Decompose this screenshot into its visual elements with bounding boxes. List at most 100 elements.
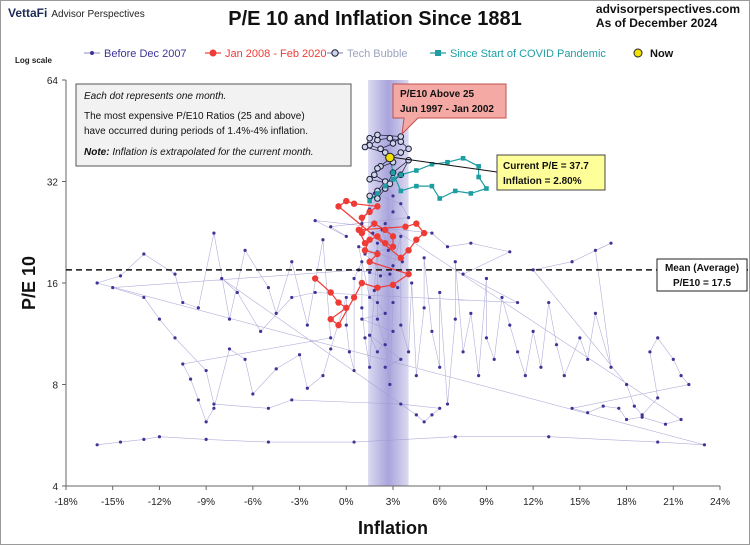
point-before-2007 [352,368,356,373]
point-before-2007 [515,300,520,305]
point-before-2007 [95,443,99,447]
point-covid [390,170,396,175]
point-before-2007 [173,272,177,276]
point-covid [398,188,404,194]
point-2008-2020 [327,315,334,323]
point-before-2007 [243,248,247,252]
chart-title: P/E 10 and Inflation Since 1881 [228,8,522,30]
point-2008-2020 [350,294,358,301]
as-of-date: As of December 2024 [595,16,718,30]
x-tick-label: 6% [432,497,447,508]
point-before-2007 [399,357,403,361]
point-before-2007 [422,420,426,424]
point-2008-2020 [366,258,373,265]
point-before-2007 [290,398,294,402]
x-axis-title: Inflation [358,518,428,538]
point-2008-2020 [366,236,373,243]
point-before-2007 [290,260,294,264]
point-2008-2020 [371,220,378,227]
point-before-2007 [547,435,551,439]
point-before-2007 [259,329,263,333]
point-2008-2020 [389,233,397,240]
point-before-2007 [570,406,574,410]
point-before-2007 [188,377,193,381]
point-before-2007 [363,336,367,340]
point-2008-2020 [389,281,397,289]
point-before-2007 [305,323,309,327]
current-leader-line [393,157,498,173]
point-before-2007 [391,194,395,198]
point-before-2007 [360,306,364,310]
point-before-2007 [360,222,364,226]
y-tick-label: 64 [47,76,59,87]
point-before-2007 [344,234,348,238]
point-covid [460,155,466,161]
point-before-2007 [196,306,200,310]
point-covid [429,161,435,167]
point-before-2007 [430,231,434,235]
point-before-2007 [290,295,294,300]
x-tick-label: -15% [101,497,124,508]
point-before-2007 [624,417,629,422]
site-info: advisorperspectives.com As of December 20… [596,2,740,30]
point-before-2007 [632,404,636,408]
point-before-2007 [274,311,278,316]
point-tech-bubble [381,149,389,156]
point-2008-2020 [413,220,420,227]
series-points-layer [95,131,707,447]
note-line-4: Note: Inflation is extrapolated for the … [84,147,314,158]
point-before-2007 [368,295,372,300]
point-2008-2020 [335,321,342,329]
brand-logo: VettaFi Advisor Perspectives [8,6,145,20]
point-before-2007 [386,248,390,252]
point-before-2007 [157,435,162,439]
point-before-2007 [212,402,216,406]
log-scale-label: Log scale [15,56,52,65]
point-before-2007 [313,290,317,295]
point-before-2007 [640,415,644,419]
x-tick-label: 21% [663,497,683,508]
point-before-2007 [329,225,333,229]
point-2008-2020 [358,279,366,287]
point-before-2007 [430,329,434,333]
point-before-2007 [344,323,348,327]
point-before-2007 [360,260,364,264]
point-before-2007 [388,272,392,276]
point-before-2007 [196,398,200,402]
point-before-2007 [142,295,146,300]
point-before-2007 [181,300,185,305]
point-before-2007 [266,440,271,444]
point-before-2007 [656,336,660,340]
point-before-2007 [95,281,99,285]
point-before-2007 [297,353,302,357]
point-tech-bubble [386,134,394,142]
point-tech-bubble [389,140,397,147]
point-before-2007 [344,295,348,300]
legend-label: Tech Bubble [347,48,408,60]
point-before-2007 [461,272,465,276]
point-before-2007 [484,336,489,340]
point-2008-2020 [343,304,350,312]
point-before-2007 [406,216,411,220]
point-covid [476,164,481,169]
x-tick-label: -3% [291,497,309,508]
point-covid [414,183,419,189]
point-before-2007 [375,241,380,245]
point-before-2007 [204,368,208,373]
point-before-2007 [593,311,598,316]
point-tech-bubble [377,145,384,153]
point-before-2007 [624,382,629,387]
point-before-2007 [321,374,325,378]
point-before-2007 [181,362,185,366]
point-covid [414,168,419,173]
point-before-2007 [227,317,232,321]
x-tick-label: -18% [54,497,77,508]
point-before-2007 [656,440,660,444]
point-2008-2020 [374,284,381,291]
point-2008-2020 [374,233,381,240]
point-tech-bubble [366,134,373,142]
point-covid [437,196,443,201]
point-before-2007 [687,382,691,387]
point-before-2007 [593,248,598,252]
point-before-2007 [414,374,418,378]
